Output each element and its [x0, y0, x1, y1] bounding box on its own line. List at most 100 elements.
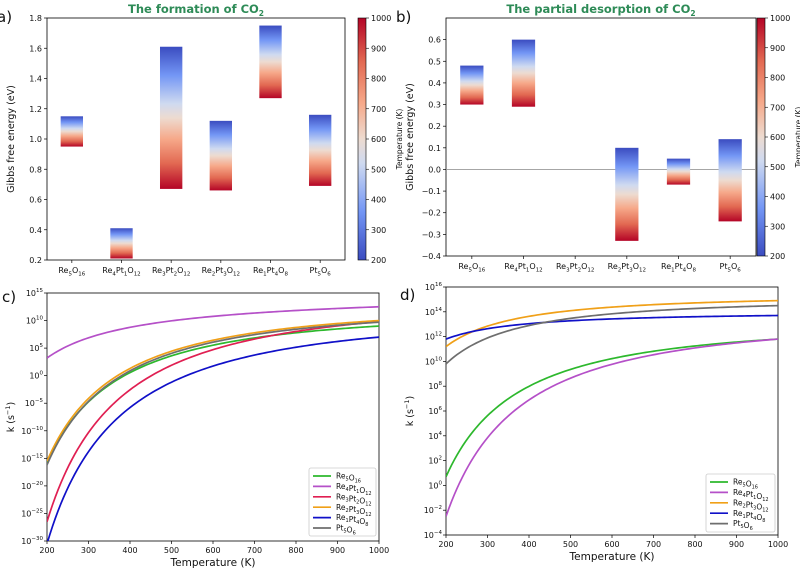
y-tick-label: 0.6 [428, 36, 441, 45]
panel-label: c) [2, 288, 16, 306]
colorbar-tick-label: 800 [770, 74, 785, 83]
y-axis-label: Gibbs free energy (eV) [6, 85, 17, 193]
x-tick-label: Re2Pt3O12 [608, 262, 646, 274]
x-tick-label: Re3Pt2O12 [152, 266, 190, 278]
y-tick-label: 10−15 [21, 453, 43, 463]
colorbar-label: Temperature (K) [794, 107, 800, 169]
y-tick-label: 0.4 [29, 226, 42, 235]
series-line [47, 305, 379, 359]
y-tick-label: 108 [428, 381, 442, 391]
legend-entry: Re5O16 [733, 478, 758, 491]
bar [209, 120, 233, 191]
y-tick-label: 0.1 [428, 144, 441, 153]
legend-box [308, 467, 377, 537]
x-tick-label: 400 [521, 540, 536, 549]
y-tick-label: 106 [428, 406, 442, 416]
series-line [47, 319, 379, 462]
bar [511, 39, 536, 107]
colorbar-tick-label: 1000 [770, 14, 790, 23]
series-line [446, 338, 778, 517]
legend-entry: Re2Pt3O12 [336, 503, 372, 518]
y-tick-label: 1.4 [29, 75, 42, 84]
y-tick-label: 1015 [26, 288, 44, 298]
legend-entry: Re2Pt3O12 [733, 498, 769, 513]
x-tick-label: 1000 [768, 540, 788, 549]
y-tick-label: −0.2 [422, 209, 441, 218]
panel-c: c) 200 300 400 500 600 700 800 900 1000 Temperatur… [2, 288, 389, 569]
y-tick-label: 10−2 [424, 505, 442, 515]
panel-a: a) The formation of CO2 0.2 0.4 0.6 0.8 1.0 1.2… [0, 2, 404, 278]
x-tick-label: 400 [122, 546, 137, 555]
legend-box [705, 473, 776, 533]
bar [60, 116, 84, 147]
y-tick-label: 1016 [425, 282, 443, 292]
y-tick-label: 0.0 [428, 165, 441, 174]
y-tick-label: 1.0 [29, 135, 42, 144]
colorbar [357, 17, 367, 261]
x-tick-label: 500 [164, 546, 179, 555]
y-tick-label: 1.8 [29, 14, 42, 23]
colorbar-tick-label: 300 [371, 226, 386, 235]
x-tick-label: Re4Pt1O12 [504, 262, 542, 274]
series-line [47, 336, 379, 541]
y-tick-label: 0.5 [428, 57, 441, 66]
x-axis-label: Temperature (K) [569, 551, 655, 563]
legend-entry: Re1Pt4O8 [336, 513, 368, 528]
chart-title: The formation of CO2 [128, 2, 264, 18]
legend-entry: Pt5O6 [733, 519, 753, 532]
x-tick-label: 600 [205, 546, 220, 555]
y-tick-label: 0.8 [29, 165, 42, 174]
bar [718, 139, 742, 222]
series-line [47, 320, 379, 522]
colorbar [756, 17, 766, 257]
y-tick-label: 102 [428, 456, 442, 466]
panel-label: a) [0, 8, 12, 26]
bar [159, 46, 183, 189]
x-tick-label: Re1Pt4O8 [661, 262, 696, 274]
x-tick-label: 700 [646, 540, 661, 549]
y-tick-label: 1.6 [29, 44, 42, 53]
y-tick-label: 1010 [425, 356, 443, 366]
y-tick-label: −0.3 [422, 230, 441, 239]
colorbar-tick-label: 600 [770, 133, 785, 142]
x-tick-label: 800 [288, 546, 303, 555]
series-line [446, 299, 778, 348]
bar [259, 25, 282, 99]
colorbar-tick-label: 200 [770, 252, 785, 261]
chart-title: The partial desorption of CO2 [506, 2, 695, 18]
legend: Re5O16Re4Pt1O12Re3Pt2O12Re2Pt3O12Re1Pt4O… [308, 467, 377, 537]
x-tick-label: Re3Pt2O12 [556, 262, 594, 274]
colorbar-tick-label: 200 [371, 256, 386, 265]
series-line [446, 338, 778, 478]
y-tick-label: 10−10 [21, 426, 43, 436]
bar [308, 114, 332, 186]
colorbar-tick-label: 900 [371, 44, 386, 53]
x-tick-label: 800 [687, 540, 702, 549]
series-line [446, 314, 778, 340]
y-tick-label: 104 [428, 431, 442, 441]
plot-frame [445, 17, 757, 257]
x-tick-label: Pt5O6 [310, 266, 332, 278]
x-tick-label: 900 [330, 546, 345, 555]
y-axis-label: Gibbs free energy (eV) [405, 83, 416, 191]
bar [666, 158, 691, 185]
y-tick-label: 10−20 [21, 481, 43, 491]
y-tick-label: 10−30 [21, 536, 43, 546]
panel-b: b) The partial desorption of CO2 −0.4 −0.3 −… [396, 2, 800, 274]
panel-d: d) 200 300 400 500 600 700 800 900 1000 Temperatur… [400, 282, 788, 563]
x-tick-label: 200 [39, 546, 54, 555]
y-tick-label: 1.2 [29, 105, 42, 114]
y-tick-label: 1010 [26, 316, 44, 326]
bar [460, 65, 484, 105]
legend-entry: Re4Pt1O12 [733, 488, 769, 503]
colorbar-tick-label: 1000 [371, 14, 391, 23]
plot-frame [46, 17, 346, 261]
y-tick-label: −0.4 [422, 252, 441, 261]
panel-label: d) [400, 286, 415, 304]
x-tick-label: Re4Pt1O12 [102, 266, 140, 278]
x-tick-label: 1000 [369, 546, 389, 555]
series-line [47, 321, 379, 466]
colorbar-tick-label: 300 [770, 222, 785, 231]
x-tick-label: Re5O16 [58, 266, 85, 278]
